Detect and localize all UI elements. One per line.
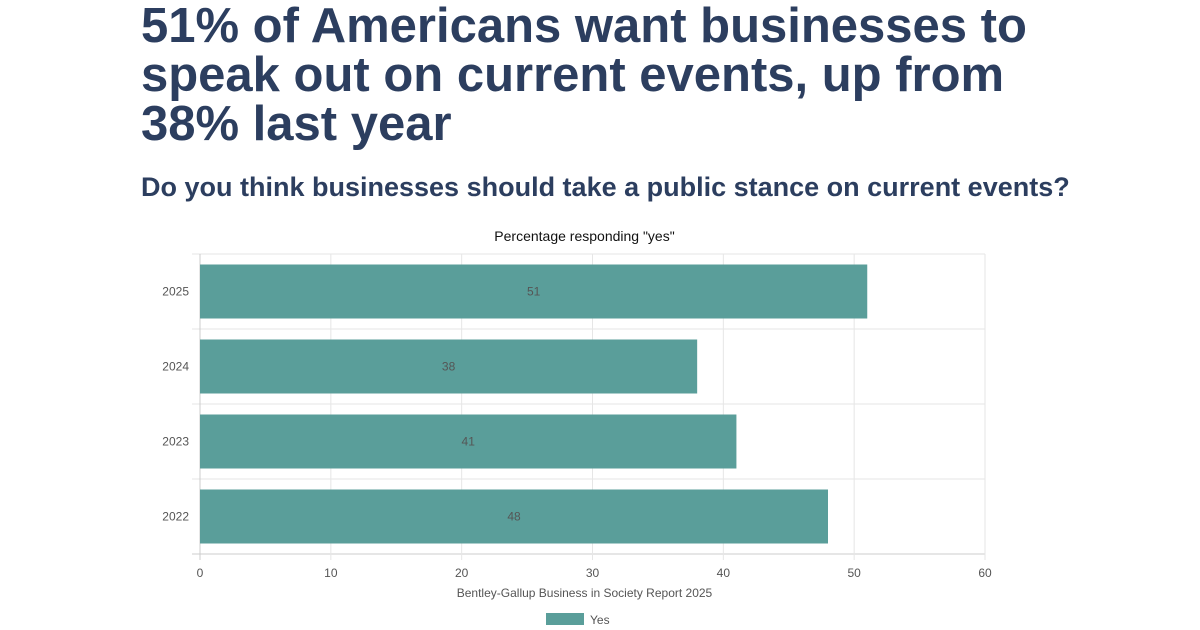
bar-2022 — [200, 489, 828, 544]
x-axis-label: Bentley-Gallup Business in Society Repor… — [457, 586, 713, 600]
headline: 51% of Americans want businesses to spea… — [141, 0, 1027, 151]
y-tick-label: 2022 — [162, 510, 189, 524]
legend-label: Yes — [590, 613, 610, 627]
y-tick-label: 2024 — [162, 360, 189, 374]
x-tick-label: 10 — [324, 566, 338, 580]
legend-swatch — [546, 613, 584, 625]
chart-title: Percentage responding "yes" — [494, 228, 674, 244]
bar-2024 — [200, 339, 698, 394]
bar-2023 — [200, 414, 737, 469]
data-label: 38 — [442, 360, 456, 374]
data-label: 41 — [462, 435, 476, 449]
x-tick-label: 50 — [847, 566, 861, 580]
survey-question: Do you think businesses should take a pu… — [141, 172, 1070, 202]
data-label: 51 — [527, 285, 541, 299]
x-tick-label: 30 — [586, 566, 600, 580]
x-tick-label: 0 — [197, 566, 204, 580]
bar-2025 — [200, 264, 868, 319]
x-tick-label: 20 — [455, 566, 469, 580]
x-tick-label: 40 — [717, 566, 731, 580]
data-label: 48 — [507, 510, 521, 524]
x-tick-label: 60 — [978, 566, 992, 580]
y-tick-label: 2025 — [162, 285, 189, 299]
y-tick-label: 2023 — [162, 435, 189, 449]
